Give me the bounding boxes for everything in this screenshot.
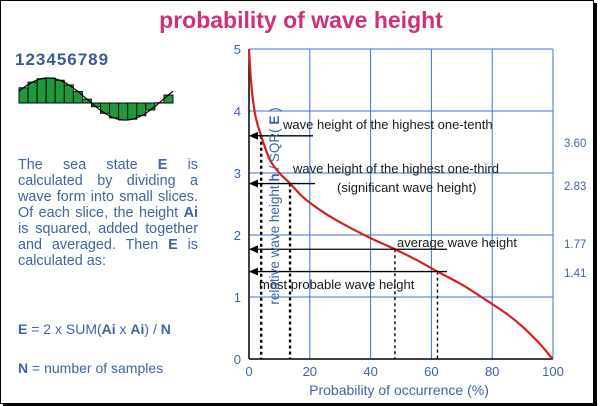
explain-ai: Ai [183, 205, 198, 221]
y-tick-label: 1 [234, 290, 241, 305]
x-tick-label: 100 [542, 364, 564, 379]
formula-part: ) / [144, 321, 161, 337]
annotation-label: wave height of the highest one-tenth [282, 117, 493, 132]
x-tick-label: 40 [363, 364, 377, 379]
formula-part: x [115, 321, 131, 337]
formula-ai: Ai [101, 321, 116, 337]
wave-slices-illustration [18, 77, 174, 121]
wave-outline [18, 77, 174, 121]
ylabel-part: relative wave height [267, 182, 282, 305]
annotation-value: 3.60 [564, 138, 586, 150]
samples-definition: N = number of samples [18, 360, 163, 376]
annotation-label: most probable wave height [259, 277, 415, 292]
n-text: = number of samples [28, 360, 164, 376]
y-axis-label: relative wave height h / SQR( E ) [267, 107, 282, 304]
ylabel-h: h [267, 173, 282, 181]
explain-part: is calculated by dividing a wave form in… [18, 157, 198, 221]
explain-part: The sea state [18, 157, 158, 173]
n-symbol: N [18, 360, 29, 376]
formula: E = 2 x SUM(Ai x Ai) / N [18, 321, 171, 337]
explain-e: E [168, 237, 178, 253]
annotation-label: wave height of the highest one-third [292, 161, 499, 176]
annotation-label: (significant wave height) [337, 180, 476, 195]
ylabel-part: ) [267, 107, 282, 115]
chart-title: probability of wave height [159, 7, 443, 33]
formula-e: E [18, 321, 28, 337]
annotation-value: 2.83 [564, 181, 586, 193]
ylabel-part: / SQR( [267, 125, 282, 174]
x-tick-label: 20 [303, 364, 317, 379]
y-tick-label: 2 [234, 228, 241, 243]
explain-part: is squared, added together and averaged.… [18, 221, 198, 253]
y-tick-label: 5 [234, 42, 241, 57]
slice-numbers: 123456789 [15, 50, 110, 69]
x-tick-label: 0 [245, 364, 252, 379]
probability-chart: wave height of the highest one-tenth 3.60… [234, 42, 587, 398]
ylabel-e: E [267, 116, 282, 125]
explain-part: is calculated as: [18, 237, 198, 269]
y-tick-label: 4 [234, 104, 241, 119]
formula-part: = 2 x SUM( [27, 321, 102, 337]
annotation-value: 1.77 [564, 239, 586, 251]
explanation-text: The sea state E is calculated by dividin… [18, 157, 198, 269]
probability-curve [247, 48, 554, 360]
y-tick-label: 0 [234, 352, 241, 367]
y-tick-label: 3 [234, 166, 241, 181]
annotation-label: average wave height [397, 235, 517, 250]
explain-e: E [157, 157, 168, 173]
x-tick-label: 80 [485, 364, 499, 379]
formula-n: N [160, 321, 171, 337]
annotation-value: 1.41 [564, 268, 586, 280]
x-axis-label: Probability of occurrence (%) [309, 382, 489, 398]
x-tick-label: 60 [424, 364, 438, 379]
formula-ai: Ai [130, 321, 145, 337]
